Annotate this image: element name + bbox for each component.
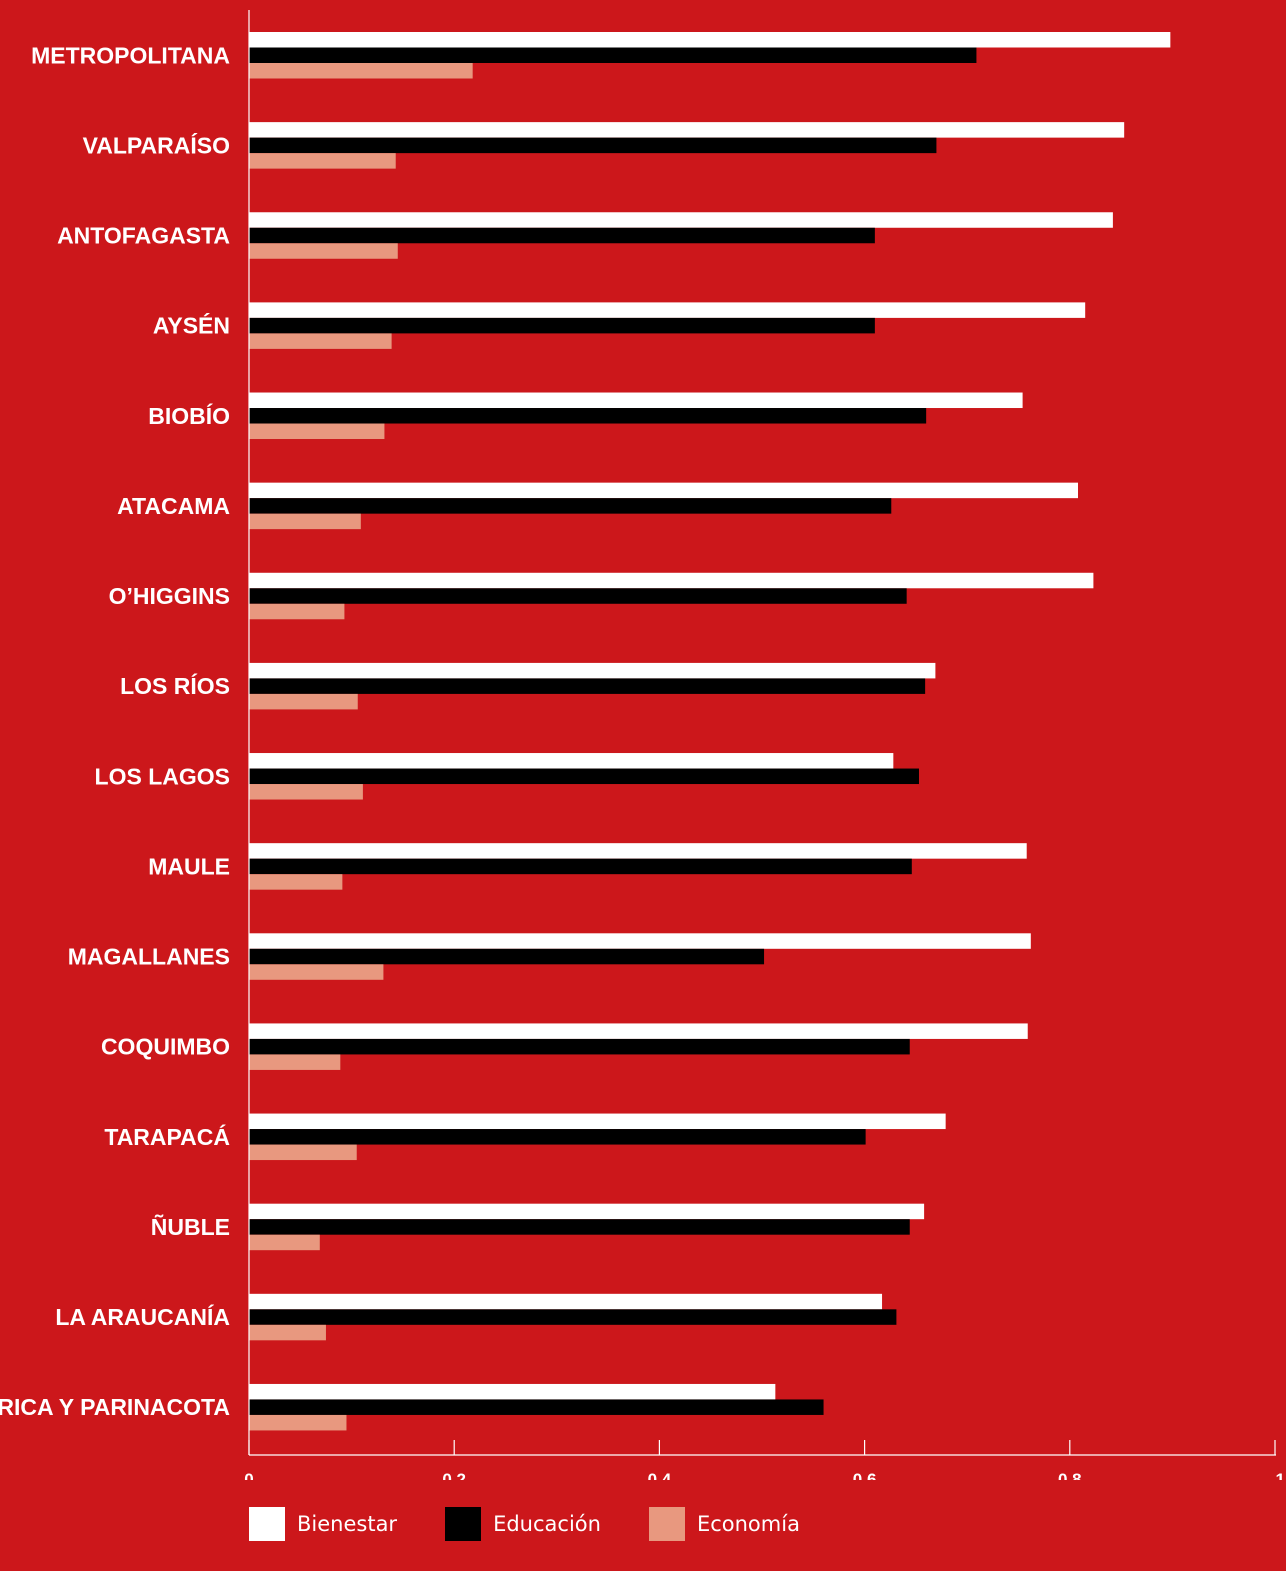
legend-swatch-bienestar xyxy=(249,1507,285,1541)
x-tick-label-1: 0,2 xyxy=(442,1470,466,1480)
category-labels: METROPOLITANA VALPARAÍSO ANTOFAGASTA AYSÉN B… xyxy=(0,42,230,1420)
bars-layer xyxy=(249,32,1171,1431)
category-label-arica-y-parinacota: ARICA Y PARINACOTA xyxy=(0,1394,230,1420)
category-label-metropolitana: METROPOLITANA xyxy=(31,42,230,68)
legend: Bienestar Educación Economía xyxy=(249,1507,848,1541)
bar-educacion-tarapaca xyxy=(249,1129,866,1145)
bar-economia-tarapaca xyxy=(249,1144,357,1161)
bar-educacion-valparaiso xyxy=(249,137,937,154)
bar-economia-valparaiso xyxy=(249,153,396,169)
category-label-la-araucania: LA ARAUCANÍA xyxy=(55,1303,230,1330)
bar-bienestar-arica-y-parinacota xyxy=(249,1383,776,1400)
bar-educacion-metropolitana xyxy=(249,47,977,63)
legend-item-educacion: Educación xyxy=(445,1507,601,1541)
bar-educacion-los-lagos xyxy=(249,768,919,785)
bar-educacion-maule xyxy=(249,858,912,875)
legend-item-economia: Economía xyxy=(648,1507,800,1541)
bar-bienestar-magallanes xyxy=(249,933,1031,949)
bar-economia-biobio xyxy=(249,423,385,440)
bar-economia-arica-y-parinacota xyxy=(249,1414,347,1431)
bar-chart: METROPOLITANA VALPARAÍSO ANTOFAGASTA AYSÉN B… xyxy=(0,10,1285,1480)
bar-educacion-antofagasta xyxy=(249,227,875,244)
category-label-aysen: AYSÉN xyxy=(153,312,230,339)
category-label-valparaiso: VALPARAÍSO xyxy=(83,131,230,158)
bar-economia-los-rios xyxy=(249,693,358,710)
legend-label-educacion: Educación xyxy=(493,1512,601,1536)
bar-bienestar-coquimbo xyxy=(249,1023,1028,1039)
bar-economia-atacama xyxy=(249,513,361,530)
bar-economia-o-higgins xyxy=(249,603,345,620)
category-label-los-lagos: LOS LAGOS xyxy=(95,763,230,789)
bar-bienestar-tarapaca xyxy=(249,1113,946,1130)
bar-educacion-o-higgins xyxy=(249,588,907,604)
bar-bienestar-antofagasta xyxy=(249,212,1113,228)
bar-economia-aysen xyxy=(249,333,392,349)
legend-swatch-economia xyxy=(648,1507,685,1541)
bar-bienestar-atacama xyxy=(249,482,1079,499)
x-tick-label-5: 1 xyxy=(1276,1470,1285,1480)
bar-educacion-coquimbo xyxy=(249,1038,910,1055)
category-label-antofagasta: ANTOFAGASTA xyxy=(57,223,230,249)
category-label-biobio: BIOBÍO xyxy=(148,402,230,429)
category-label-maule: MAULE xyxy=(148,853,230,879)
bar-economia-nuble xyxy=(249,1234,320,1251)
bar-economia-coquimbo xyxy=(249,1054,341,1070)
bar-educacion-la-araucania xyxy=(249,1309,897,1325)
bar-bienestar-nuble xyxy=(249,1203,925,1220)
bar-bienestar-maule xyxy=(249,843,1027,859)
bar-economia-los-lagos xyxy=(249,784,363,800)
category-label-tarapaca: TARAPACÁ xyxy=(104,1123,230,1150)
bar-economia-antofagasta xyxy=(249,243,398,259)
category-label-atacama: ATACAMA xyxy=(117,493,230,519)
bar-bienestar-los-lagos xyxy=(249,753,894,769)
category-label-nuble: ÑUBLE xyxy=(151,1213,230,1240)
bar-educacion-atacama xyxy=(249,498,892,514)
bar-bienestar-aysen xyxy=(249,302,1086,318)
bar-economia-metropolitana xyxy=(249,63,473,79)
bar-bienestar-metropolitana xyxy=(249,32,1171,48)
bar-educacion-nuble xyxy=(249,1219,910,1235)
category-label-los-rios: LOS RÍOS xyxy=(120,672,230,699)
legend-swatch-educacion xyxy=(445,1507,482,1541)
bar-educacion-los-rios xyxy=(249,678,926,694)
legend-label-economia: Economía xyxy=(696,1512,800,1536)
bar-bienestar-o-higgins xyxy=(249,572,1094,589)
category-label-magallanes: MAGALLANES xyxy=(68,944,230,970)
bar-educacion-biobio xyxy=(249,408,927,424)
bar-educacion-arica-y-parinacota xyxy=(249,1399,824,1415)
bar-bienestar-la-araucania xyxy=(249,1293,883,1310)
bar-educacion-aysen xyxy=(249,317,875,334)
bar-bienestar-biobio xyxy=(249,392,1023,409)
bar-bienestar-valparaiso xyxy=(249,122,1125,138)
bar-economia-maule xyxy=(249,874,343,890)
legend-label-bienestar: Bienestar xyxy=(297,1512,398,1536)
axes-layer: 0 0,2 0,4 0,6 0,8 1 xyxy=(244,10,1285,1480)
bar-economia-la-araucania xyxy=(249,1324,326,1341)
bar-bienestar-los-rios xyxy=(249,662,936,679)
bar-educacion-magallanes xyxy=(249,948,765,965)
bar-economia-magallanes xyxy=(249,964,384,980)
category-label-o-higgins: O’HIGGINS xyxy=(109,583,230,609)
x-tick-label-2: 0,4 xyxy=(648,1470,672,1480)
category-label-coquimbo: COQUIMBO xyxy=(101,1034,230,1060)
x-tick-label-3: 0,6 xyxy=(853,1470,877,1480)
legend-item-bienestar: Bienestar xyxy=(249,1507,397,1541)
x-tick-label-4: 0,8 xyxy=(1058,1470,1082,1480)
x-tick-label-0: 0 xyxy=(244,1470,253,1480)
